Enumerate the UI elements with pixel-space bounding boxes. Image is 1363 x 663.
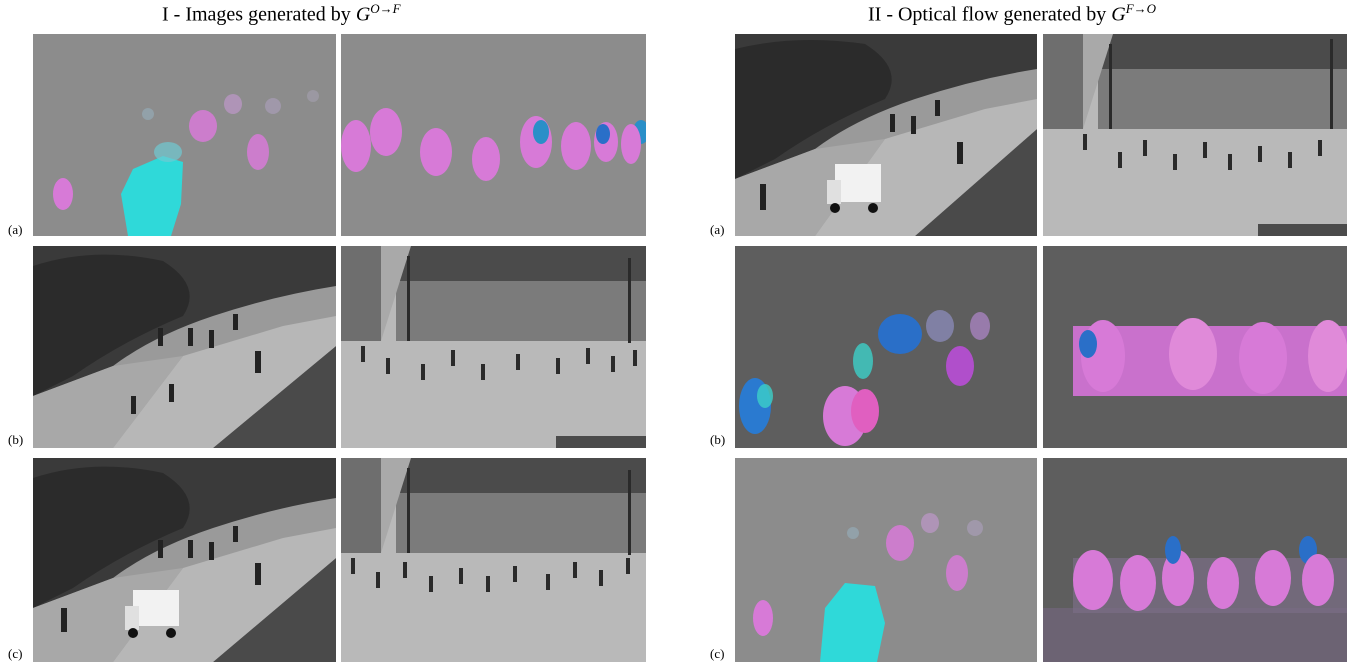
right-row-label-c: (c): [710, 646, 725, 661]
left-a-flow-2: [341, 34, 646, 236]
right-row-label-a: (a): [710, 222, 725, 237]
left-c-image-1: [33, 458, 336, 662]
left-c-image-2: [341, 458, 646, 662]
left-row-label-a: (a): [8, 222, 23, 237]
right-section-title: II - Optical flow generated by GF→O: [868, 1, 1157, 26]
right-a-image-1: [735, 34, 1037, 236]
left-b-image-1: [33, 246, 336, 448]
left-a-flow-1: [33, 34, 336, 236]
right-c-flow-1: [735, 458, 1037, 662]
right-c-flow-2: [1043, 458, 1347, 662]
left-b-image-2: [341, 246, 646, 448]
right-a-image-2: [1043, 34, 1347, 236]
left-section-title: I - Images generated by GO→F: [162, 1, 401, 26]
left-row-label-c: (c): [8, 646, 23, 661]
left-row-label-b: (b): [8, 432, 24, 447]
right-b-flow-1: [735, 246, 1037, 448]
right-row-label-b: (b): [710, 432, 726, 447]
right-b-flow-2: [1043, 246, 1347, 448]
